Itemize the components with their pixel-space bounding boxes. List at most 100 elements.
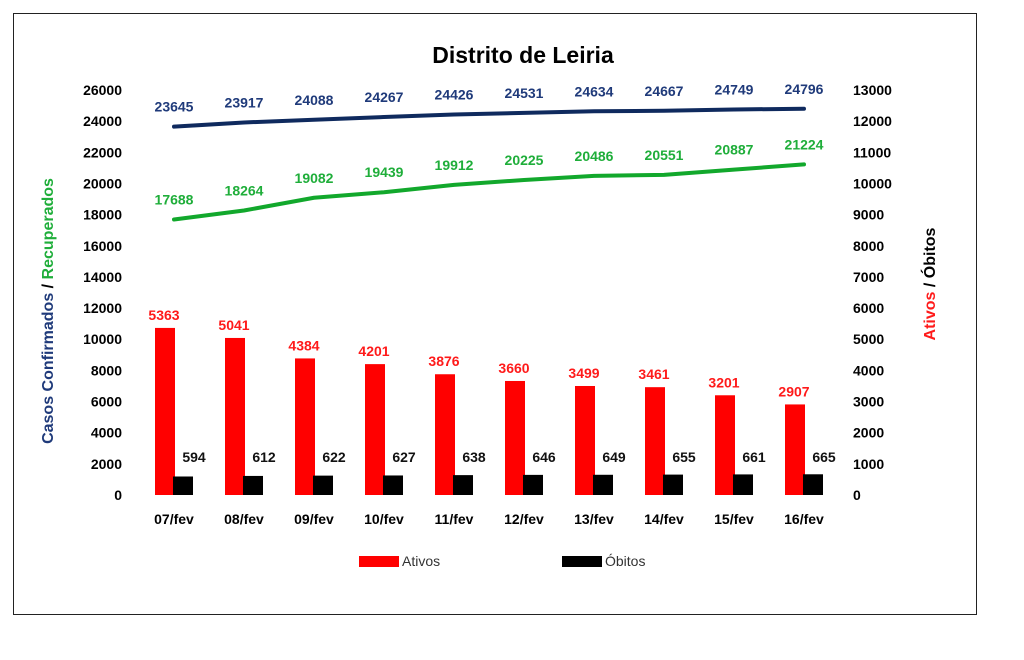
right-axis-tick-label: 2000 (853, 425, 884, 441)
x-axis-tick-label: 12/fev (504, 511, 544, 527)
right-axis-tick-label: 11000 (853, 144, 891, 160)
right-axis-title-part: Óbitos (920, 227, 939, 278)
data-label-casos-confirmados: 24531 (505, 85, 544, 101)
left-axis-tick-label: 22000 (83, 144, 122, 160)
right-axis-title: Ativos / Óbitos (920, 227, 939, 340)
right-axis-tick-label: 13000 (853, 82, 892, 98)
data-label-ativos: 3499 (568, 365, 599, 381)
left-axis-tick-label: 10000 (83, 331, 122, 347)
data-label-recuperados: 18264 (225, 183, 264, 199)
bar-bitos (383, 475, 403, 495)
right-axis-tick-label: 4000 (853, 362, 884, 378)
x-axis-tick-label: 11/fev (435, 511, 474, 527)
bar-bitos (733, 474, 753, 495)
data-label-casos-confirmados: 24088 (295, 92, 334, 108)
data-label-bitos: 612 (252, 449, 276, 465)
bar-bitos (243, 475, 263, 495)
left-axis-tick-label: 6000 (91, 394, 122, 410)
left-axis-title-part: Recuperados (40, 178, 57, 279)
data-label-ativos: 5041 (218, 317, 249, 333)
bar-ativos (575, 385, 595, 495)
data-label-ativos: 5363 (148, 307, 179, 323)
left-axis-title-part: Casos Confirmados (40, 293, 57, 444)
bar-bitos (593, 474, 613, 495)
data-label-recuperados: 20225 (505, 152, 544, 168)
line-recuperados (172, 162, 806, 222)
data-label-ativos: 3660 (498, 360, 529, 376)
right-axis-tick-label: 3000 (853, 394, 884, 410)
right-axis-title-part: / (922, 278, 939, 291)
data-label-casos-confirmados: 23645 (155, 99, 194, 115)
x-axis-tick-label: 09/fev (294, 511, 334, 527)
bar-bitos (453, 475, 473, 495)
data-label-recuperados: 19082 (295, 170, 334, 186)
x-axis-tick-label: 08/fev (224, 511, 264, 527)
bar-ativos (155, 327, 175, 495)
data-label-casos-confirmados: 24667 (645, 83, 684, 99)
right-axis-tick-label: 9000 (853, 207, 884, 223)
right-axis-tick-label: 12000 (853, 113, 892, 129)
data-label-ativos: 3876 (428, 353, 459, 369)
data-label-ativos: 3201 (708, 374, 739, 390)
data-label-casos-confirmados: 24796 (785, 81, 824, 97)
data-label-recuperados: 19912 (435, 157, 474, 173)
left-axis-tick-label: 18000 (83, 207, 122, 223)
data-label-recuperados: 19439 (365, 164, 404, 180)
left-axis-tick-label: 12000 (83, 300, 122, 316)
right-axis-tick-label: 0 (853, 487, 861, 503)
data-label-bitos: 665 (812, 449, 836, 465)
data-label-recuperados: 20887 (715, 142, 754, 158)
left-axis-title: Casos Confirmados / Recuperados (40, 178, 57, 444)
left-axis-tick-label: 26000 (83, 82, 122, 98)
right-axis-tick-label: 7000 (853, 269, 884, 285)
x-axis-tick-label: 13/fev (574, 511, 614, 527)
right-axis-tick-label: 6000 (853, 300, 884, 316)
left-axis-tick-label: 8000 (91, 362, 122, 378)
data-label-casos-confirmados: 23917 (225, 94, 264, 110)
bar-bitos (523, 474, 543, 495)
bar-ativos (295, 358, 315, 495)
data-label-bitos: 646 (532, 449, 556, 465)
combo-chart: Distrito de Leiria 0 2000 4000 6000 8000 1000… (40, 42, 939, 569)
data-label-bitos: 655 (672, 449, 696, 465)
x-axis-tick-label: 16/fev (784, 511, 824, 527)
data-label-ativos: 2907 (778, 383, 809, 399)
left-axis-title-part: / (40, 279, 57, 292)
x-axis-tick-label: 15/fev (714, 511, 754, 527)
data-label-bitos: 622 (322, 449, 346, 465)
bar-ativos (435, 374, 455, 495)
bar-ativos (505, 380, 525, 495)
right-axis-tick-label: 5000 (853, 331, 884, 347)
left-axis-tick-label: 20000 (83, 175, 122, 191)
bar-bitos (663, 474, 683, 495)
chart-title: Distrito de Leiria (432, 42, 614, 68)
left-axis-tick-label: 2000 (91, 456, 122, 472)
legend-label: Óbitos (605, 553, 645, 569)
line-casos-confirmados (172, 106, 806, 129)
bar-bitos (313, 475, 333, 495)
data-label-bitos: 594 (182, 449, 206, 465)
data-label-bitos: 638 (462, 449, 486, 465)
data-label-casos-confirmados: 24267 (365, 89, 404, 105)
data-label-recuperados: 17688 (155, 191, 194, 207)
bar-bitos (803, 474, 823, 495)
data-label-recuperados: 20486 (575, 148, 614, 164)
bar-ativos (225, 337, 245, 495)
bar-ativos (365, 364, 385, 495)
x-axis-tick-label: 10/fev (364, 511, 404, 527)
data-label-casos-confirmados: 24426 (435, 87, 474, 103)
right-axis-tick-label: 8000 (853, 238, 884, 254)
x-axis-tick-label: 14/fev (644, 511, 684, 527)
data-label-bitos: 627 (392, 449, 416, 465)
left-axis-tick-label: 0 (114, 487, 122, 503)
chart-frame: Distrito de Leiria 0 2000 4000 6000 8000 1000… (13, 13, 977, 615)
x-axis-tick-label: 07/fev (154, 511, 194, 527)
bar-ativos (715, 395, 735, 495)
data-label-recuperados: 20551 (645, 147, 684, 163)
bar-ativos (645, 387, 665, 495)
right-axis-title-part: Ativos (922, 291, 939, 340)
data-label-bitos: 661 (742, 449, 766, 465)
data-label-casos-confirmados: 24749 (715, 81, 754, 97)
data-label-casos-confirmados: 24634 (575, 83, 614, 99)
data-label-recuperados: 21224 (785, 136, 824, 152)
